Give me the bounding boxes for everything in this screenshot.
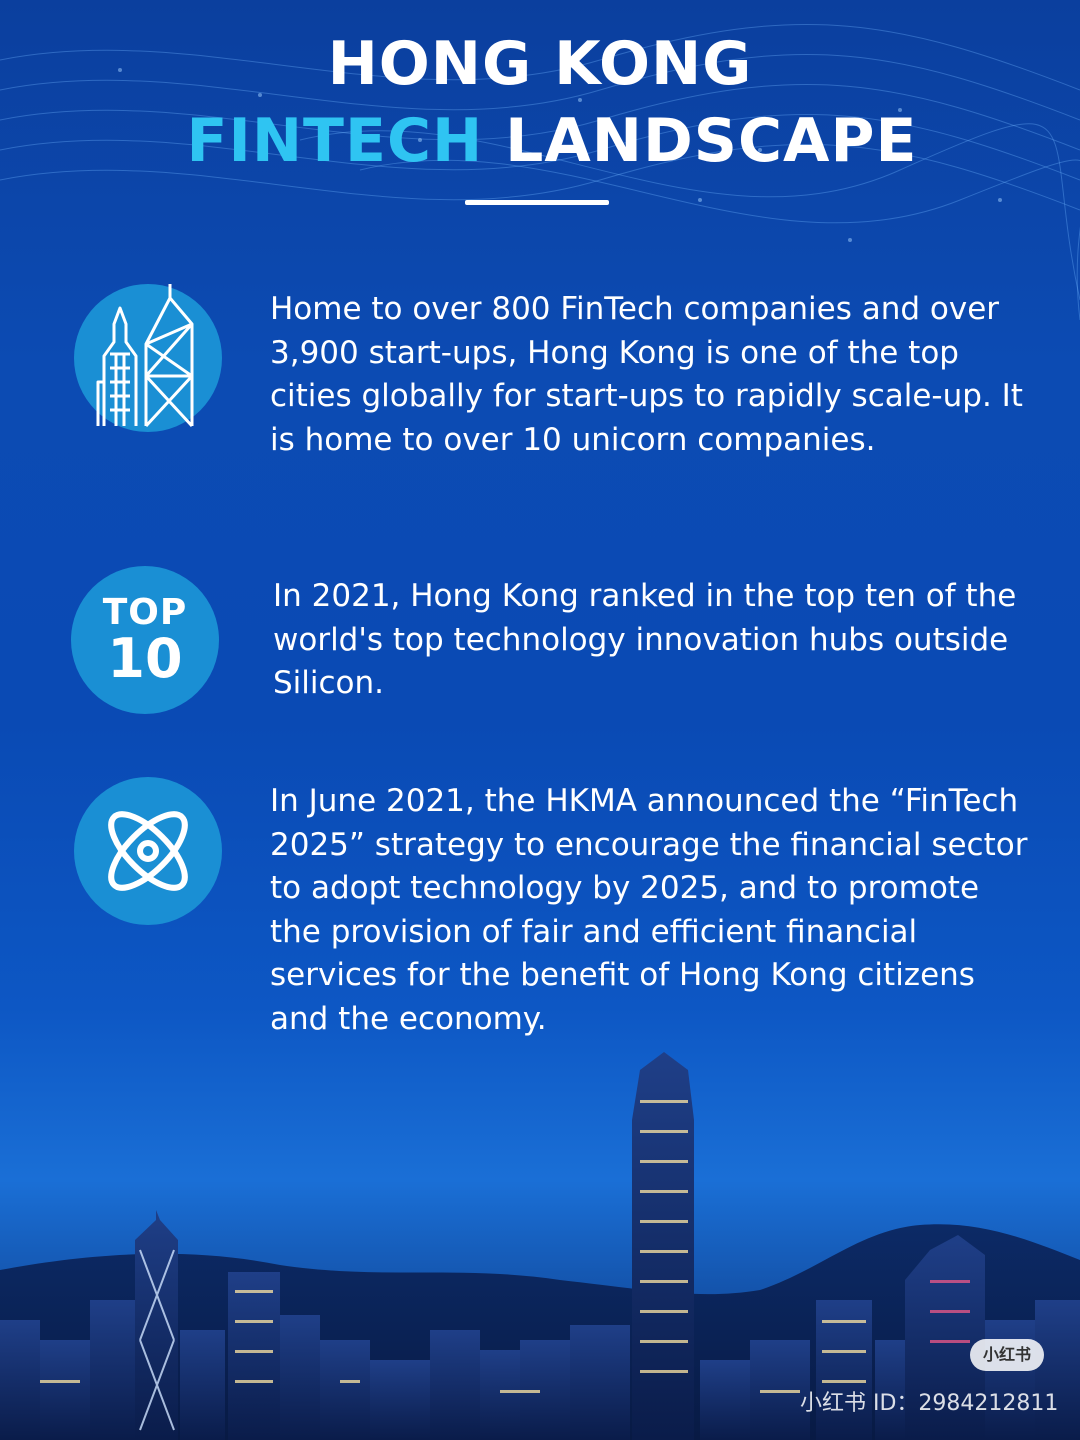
top-ten-badge: TOP 10 xyxy=(71,566,219,714)
paragraph-innovation-hubs: In 2021, Hong Kong ranked in the top ten… xyxy=(273,578,1017,701)
page-title: HONG KONG FINTECH LANDSCAPE xyxy=(0,28,1080,182)
skyscraper-icon xyxy=(74,284,222,432)
xiaohongshu-badge: 小红书 xyxy=(970,1339,1044,1371)
network-mesh-decoration xyxy=(0,24,1080,321)
title-accent-word: FINTECH xyxy=(186,106,484,176)
title-line-2: FINTECH LANDSCAPE xyxy=(0,100,1080,182)
paragraph-fintech-2025: In June 2021, the HKMA announced the “Fi… xyxy=(270,783,1028,1037)
title-divider xyxy=(465,200,609,205)
title-rest-word: LANDSCAPE xyxy=(505,106,918,176)
city-skyline-illustration xyxy=(0,1052,1080,1440)
badge-top-label: TOP xyxy=(102,592,188,633)
paragraph-fintech-companies: Home to over 800 FinTech companies and o… xyxy=(270,291,1023,458)
watermark-id: 小红书 ID：2984212811 xyxy=(800,1391,1059,1416)
title-line-1: HONG KONG xyxy=(327,29,753,99)
atom-icon xyxy=(74,777,222,925)
badge-number: 10 xyxy=(107,627,183,690)
